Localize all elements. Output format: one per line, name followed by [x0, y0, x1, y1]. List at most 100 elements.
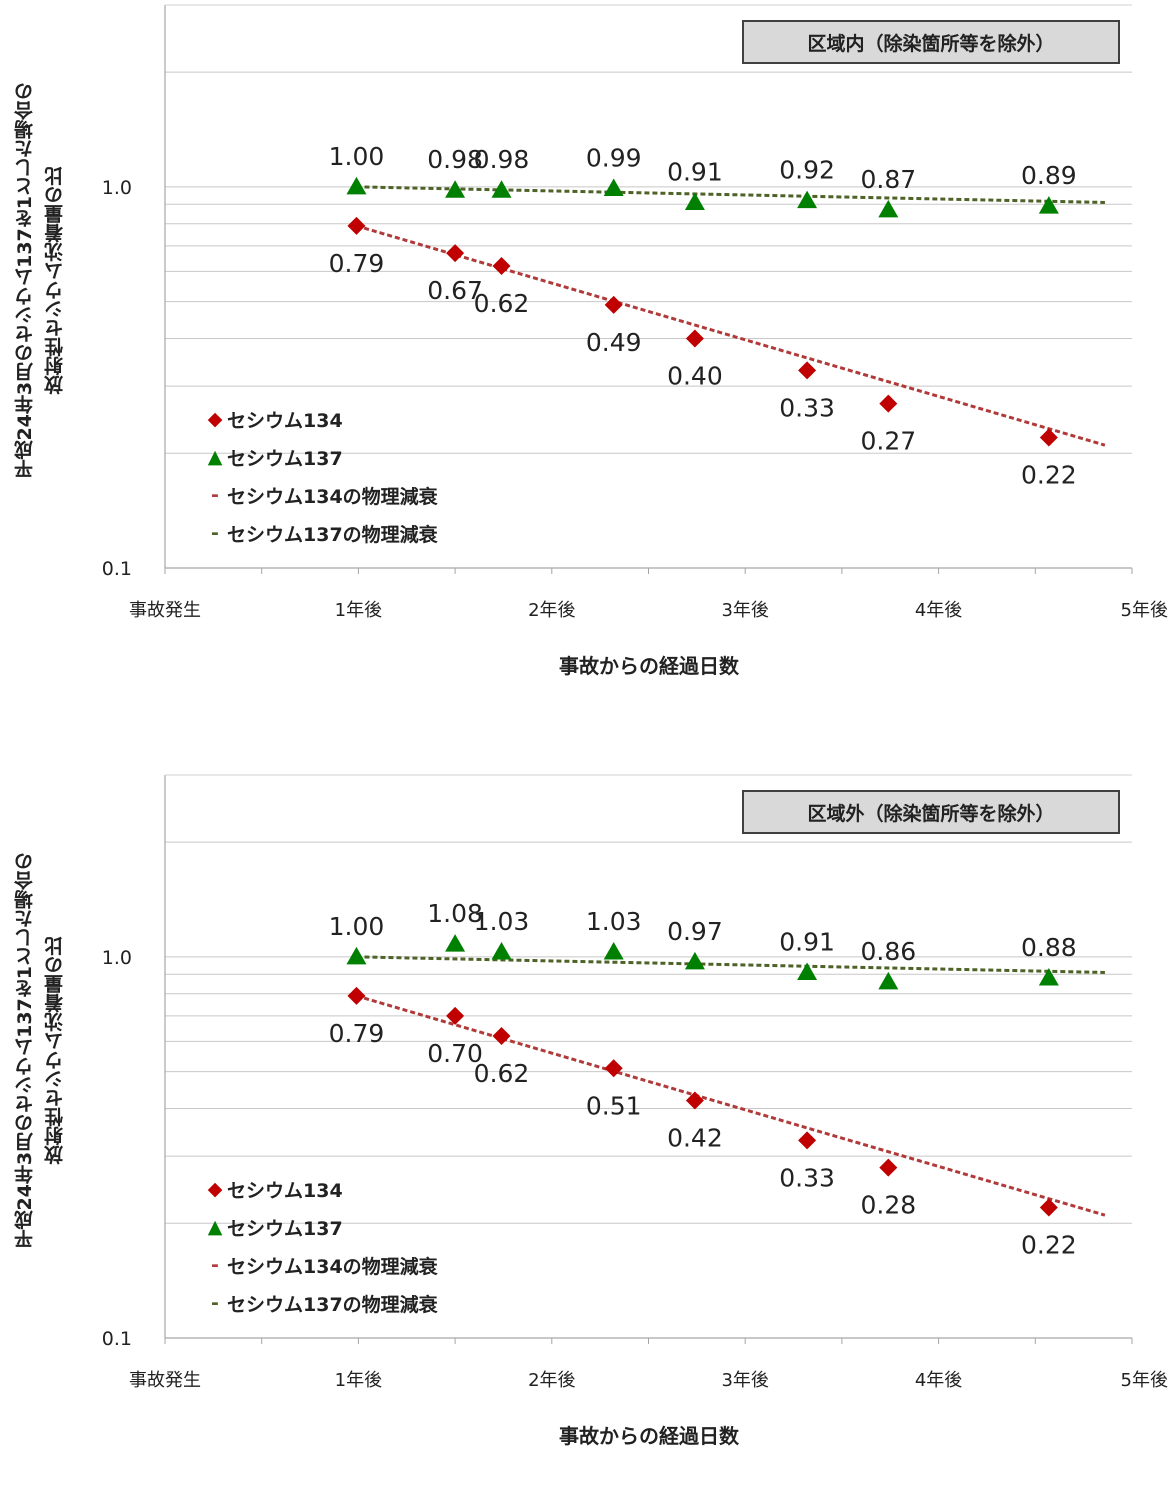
cs137-data-label: 0.98	[474, 145, 530, 174]
cs134-data-label: 0.33	[779, 1163, 835, 1192]
cs137-point	[797, 962, 818, 980]
cs137-data-label: 1.03	[474, 907, 530, 936]
cs137-data-label: 1.00	[329, 142, 385, 171]
cs134-decay-line	[356, 994, 1106, 1217]
chart-legend: ◆ セシウム134 ▲ セシウム137 - セシウム134の物理減衰 - セシウ…	[205, 1170, 505, 1322]
legend-label: セシウム134の物理減衰	[227, 485, 438, 508]
x-tick-label: 3年後	[721, 600, 768, 621]
cs137-point	[684, 951, 705, 970]
cs137-data-label: 0.86	[860, 937, 916, 966]
y-axis-label: 平成24年3月のセシウム137を1とした場合の 放射性セシウム沈着量の比	[10, 770, 70, 1330]
legend-item-cs137: ▲ セシウム137	[205, 438, 505, 476]
cs134-point	[879, 1158, 898, 1177]
legend-item-cs137-decay: - セシウム137の物理減衰	[205, 1284, 505, 1322]
legend-label: セシウム137	[227, 447, 343, 470]
cs137-decay-line	[356, 955, 1105, 974]
chart-plot-inside: 事故発生 1年後 2年後 3年後 4年後 5年後 0.1 1.0 0.79 0.670.62 0.4…	[102, 4, 1168, 621]
x-tick-label: 5年後	[1121, 1370, 1168, 1391]
y-tick-label: 1.0	[102, 947, 132, 969]
cs137-data-label: 0.99	[586, 144, 642, 173]
cs137-data-label: 0.89	[1021, 161, 1077, 190]
cs137-point	[491, 941, 512, 960]
cs134-point	[446, 1006, 465, 1025]
legend-label: セシウム134の物理減衰	[227, 1255, 438, 1278]
legend-item-cs134: ◆ セシウム134	[205, 400, 505, 438]
dash-line-icon: -	[211, 484, 219, 506]
cs137-point	[603, 178, 624, 197]
cs137-data-label: 1.00	[329, 912, 385, 941]
chart-title-box: 区域外（除染箇所等を除外）	[742, 790, 1120, 834]
cs137-point	[684, 192, 705, 210]
cs134-point	[492, 1026, 511, 1045]
cs134-data-label: 0.70	[427, 1039, 483, 1068]
x-tick-label: 1年後	[335, 600, 382, 621]
cs134-data-label: 0.62	[474, 1059, 530, 1088]
y-axis-label-line-2: 放射性セシウム沈着量の比	[44, 936, 66, 1164]
y-tick-label: 0.1	[102, 558, 132, 580]
cs137-data-label: 1.03	[586, 907, 642, 936]
cs137-point	[346, 946, 367, 965]
cs137-point	[878, 199, 899, 218]
cs134-point	[879, 394, 898, 413]
legend-label: セシウム137の物理減衰	[227, 1293, 438, 1316]
cs137-data-label: 0.98	[427, 145, 483, 174]
triangle-marker-icon: ▲	[207, 1216, 223, 1238]
cs137-point	[445, 934, 466, 952]
cs134-data-label: 0.49	[586, 328, 642, 357]
x-tick-label: 2年後	[528, 1370, 575, 1391]
dash-line-icon: -	[211, 1292, 219, 1314]
cs134-data-label: 0.40	[667, 362, 723, 391]
legend-item-cs137-decay: - セシウム137の物理減衰	[205, 514, 505, 552]
dash-line-icon: -	[211, 522, 219, 544]
y-axis-label-line-1: 平成24年3月のセシウム137を1とした場合の	[14, 81, 36, 479]
cs137-point	[346, 176, 367, 195]
cs137-point	[797, 190, 818, 209]
legend-label: セシウム134	[227, 1179, 343, 1202]
cs134-data-label: 0.27	[860, 427, 916, 456]
legend-item-cs137: ▲ セシウム137	[205, 1208, 505, 1246]
x-tick-label: 2年後	[528, 600, 575, 621]
y-axis-label-line-1: 平成24年3月のセシウム137を1とした場合の	[14, 851, 36, 1249]
cs134-point	[446, 244, 465, 263]
y-tick-label: 0.1	[102, 1328, 132, 1350]
cs137-data-label: 1.08	[427, 899, 483, 928]
cs134-point	[798, 1131, 817, 1150]
y-tick-label: 1.0	[102, 177, 132, 199]
cs134-data-label: 0.62	[474, 289, 530, 318]
cs134-point	[685, 329, 704, 348]
cs134-point	[604, 1059, 623, 1078]
cs134-point	[1039, 1198, 1058, 1217]
cs134-data-label: 0.22	[1021, 1230, 1077, 1259]
legend-item-cs134-decay: - セシウム134の物理減衰	[205, 1246, 505, 1284]
dash-line-icon: -	[211, 1254, 219, 1276]
legend-label: セシウム134	[227, 409, 343, 432]
chart-panel-inside: 事故発生 1年後 2年後 3年後 4年後 5年後 0.1 1.0 0.79 0.67 0.62 0.4…	[0, 0, 1171, 720]
x-tick-label: 4年後	[915, 600, 962, 621]
cs134-data-label: 0.33	[779, 393, 835, 422]
chart-plot-outside: 事故発生 1年後 2年後 3年後 4年後 5年後 0.1 1.0 0.79 0.700.62 0.5…	[102, 774, 1168, 1391]
legend-item-cs134: ◆ セシウム134	[205, 1170, 505, 1208]
cs137-data-label: 0.91	[779, 927, 835, 956]
cs134-data-label: 0.67	[427, 276, 483, 305]
diamond-marker-icon: ◆	[207, 1178, 223, 1200]
x-tick-label: 3年後	[721, 1370, 768, 1391]
cs134-data-label: 0.51	[586, 1091, 642, 1120]
cs134-data-label: 0.79	[329, 249, 385, 278]
cs134-data-label: 0.22	[1021, 460, 1077, 489]
cs134-point	[347, 986, 366, 1005]
cs137-data-label: 0.91	[667, 157, 723, 186]
cs134-point	[347, 216, 366, 235]
y-axis-label: 平成24年3月のセシウム137を1とした場合の 放射性セシウム沈着量の比	[10, 0, 70, 560]
x-tick-label: 4年後	[915, 1370, 962, 1391]
legend-label: セシウム137	[227, 1217, 343, 1240]
chart-title-box: 区域内（除染箇所等を除外）	[742, 20, 1120, 64]
cs137-data-label: 0.87	[860, 165, 916, 194]
cs134-point	[1039, 428, 1058, 447]
cs134-decay-line	[356, 224, 1106, 447]
cs137-point	[878, 971, 899, 990]
x-axis-label: 事故からの経過日数	[559, 654, 739, 678]
x-tick-label: 5年後	[1121, 600, 1168, 621]
diamond-marker-icon: ◆	[207, 408, 223, 430]
legend-item-cs134-decay: - セシウム134の物理減衰	[205, 476, 505, 514]
cs137-point	[491, 180, 512, 198]
